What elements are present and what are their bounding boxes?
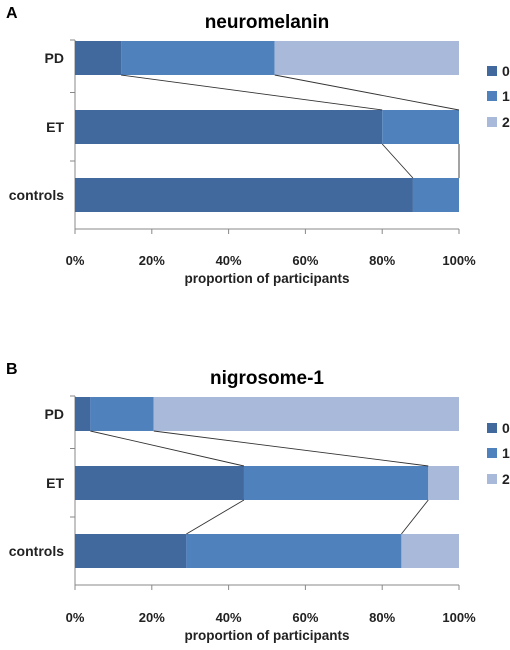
category-label: ET	[46, 119, 64, 135]
bar-segment-et-0	[75, 110, 383, 144]
category-label: PD	[45, 406, 64, 422]
bar-segment-pd-0	[75, 41, 122, 75]
x-tick-label: 80%	[369, 610, 395, 625]
legend-label: 0	[502, 63, 510, 79]
panel-label: A	[6, 5, 18, 22]
chart-title: neuromelanin	[205, 12, 330, 33]
category-label: controls	[9, 543, 64, 559]
x-tick-label: 20%	[139, 610, 165, 625]
series-line	[274, 74, 460, 111]
x-tick-label: 80%	[369, 253, 395, 268]
legend-swatch	[487, 448, 497, 458]
series-line	[90, 430, 245, 467]
bar-segment-controls-1	[412, 178, 459, 212]
bar-segment-et-2	[428, 466, 459, 500]
bar-segment-pd-2	[274, 41, 459, 75]
series-line	[121, 74, 383, 111]
legend-swatch	[487, 117, 497, 127]
bar-segment-controls-0	[75, 534, 187, 568]
bar-segment-pd-2	[153, 397, 459, 431]
x-tick-label: 60%	[292, 253, 318, 268]
bar-segment-et-1	[382, 110, 459, 144]
legend-swatch	[487, 474, 497, 484]
category-label: controls	[9, 187, 64, 203]
bar-segment-controls-1	[186, 534, 402, 568]
chart-title: nigrosome-1	[210, 368, 324, 389]
x-tick-label: 40%	[216, 610, 242, 625]
x-tick-label: 60%	[292, 610, 318, 625]
x-axis-label: proportion of participants	[185, 628, 350, 643]
legend-label: 1	[502, 88, 510, 104]
category-label: ET	[46, 475, 64, 491]
legend-label: 0	[502, 420, 510, 436]
bar-segment-pd-1	[121, 41, 275, 75]
x-tick-label: 40%	[216, 253, 242, 268]
legend-label: 1	[502, 445, 510, 461]
panel-label: B	[6, 361, 18, 378]
bar-segment-controls-2	[401, 534, 459, 568]
series-line	[186, 499, 245, 535]
legend-swatch	[487, 66, 497, 76]
legend-swatch	[487, 423, 497, 433]
bar-segment-controls-0	[75, 178, 413, 212]
x-tick-label: 100%	[442, 253, 476, 268]
legend-label: 2	[502, 471, 510, 487]
x-tick-label: 0%	[66, 253, 85, 268]
x-tick-label: 100%	[442, 610, 476, 625]
legend-label: 2	[502, 114, 510, 130]
legend-swatch	[487, 91, 497, 101]
series-line	[153, 430, 429, 467]
category-label: PD	[45, 50, 64, 66]
series-line	[401, 499, 429, 535]
x-tick-label: 0%	[66, 610, 85, 625]
bar-segment-et-1	[243, 466, 429, 500]
bar-segment-pd-0	[75, 397, 91, 431]
series-line	[381, 143, 414, 179]
x-tick-label: 20%	[139, 253, 165, 268]
bar-segment-et-0	[75, 466, 244, 500]
x-axis-label: proportion of participants	[185, 271, 350, 286]
bar-segment-pd-1	[90, 397, 154, 431]
